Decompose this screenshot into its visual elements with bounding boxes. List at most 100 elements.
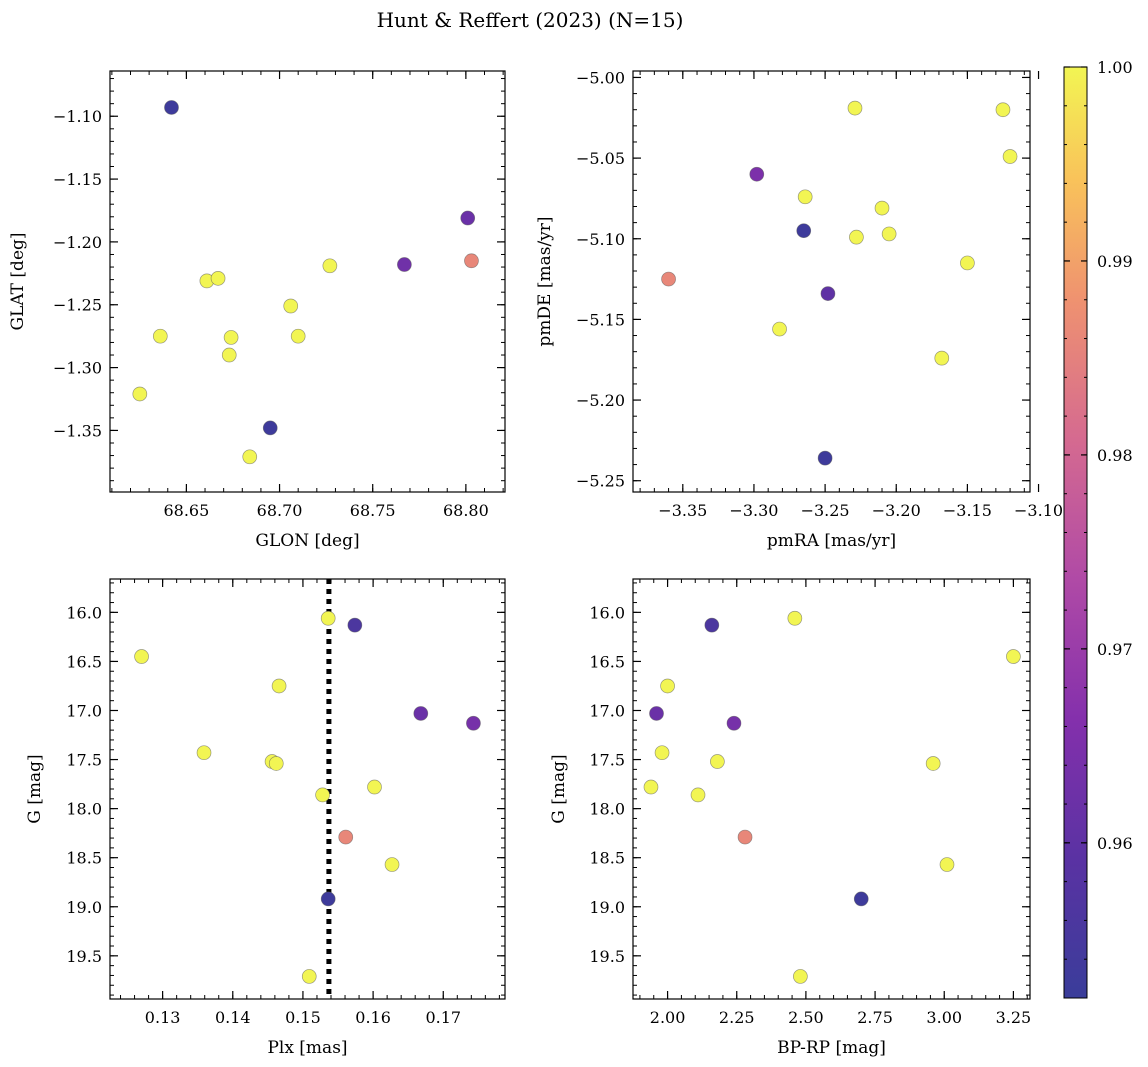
x-axis-label: pmRA [mas/yr] bbox=[767, 531, 896, 551]
data-point bbox=[242, 449, 258, 465]
data-point bbox=[320, 891, 336, 907]
x-tick-label: 2.75 bbox=[857, 1008, 893, 1027]
data-point bbox=[710, 754, 725, 769]
data-point bbox=[283, 298, 299, 314]
panel-plx-g: 0.13 0.14 0.15 0.16 0.17 16.0 16.5 17.0 17.5 18.0… bbox=[25, 578, 506, 1058]
data-point bbox=[704, 617, 720, 633]
y-tick-label: 17.5 bbox=[66, 751, 102, 770]
data-point bbox=[797, 189, 813, 205]
data-point bbox=[772, 321, 787, 337]
data-point bbox=[196, 745, 212, 761]
data-point bbox=[960, 255, 975, 271]
data-point bbox=[749, 166, 765, 182]
data-point bbox=[397, 257, 412, 272]
data-point bbox=[654, 745, 670, 761]
x-tick-label: 0.14 bbox=[215, 1008, 251, 1027]
x-axis-label: Plx [mas] bbox=[267, 1038, 347, 1058]
x-tick-label: 2.00 bbox=[650, 1008, 686, 1027]
data-point bbox=[262, 420, 278, 436]
x-tick-label: 3.00 bbox=[926, 1008, 962, 1027]
y-tick-label: −1.10 bbox=[53, 107, 102, 126]
figure-title: Hunt & Reffert (2023) (N=15) bbox=[377, 8, 684, 32]
axes-frame bbox=[109, 70, 506, 493]
y-tick-label: 16.5 bbox=[66, 652, 102, 671]
data-point bbox=[315, 787, 330, 803]
x-tick-label: −3.15 bbox=[943, 501, 992, 520]
colorbar: 0.96 0.97 0.98 0.99 1.00 bbox=[1063, 58, 1133, 999]
x-tick-label: −3.10 bbox=[1014, 501, 1063, 520]
data-point bbox=[787, 610, 803, 626]
data-point bbox=[817, 450, 833, 466]
y-tick-label: 18.5 bbox=[66, 849, 102, 868]
y-tick-label: 18.0 bbox=[589, 800, 625, 819]
data-point bbox=[847, 100, 863, 116]
y-tick-label: 18.5 bbox=[589, 849, 625, 868]
y-axis-label: G [mag] bbox=[549, 754, 569, 823]
y-tick-label: 19.5 bbox=[66, 947, 102, 966]
y-tick-label: 17.0 bbox=[589, 701, 625, 720]
x-tick-label: −3.35 bbox=[658, 501, 707, 520]
y-axis-label: GLAT [deg] bbox=[8, 232, 28, 330]
data-point bbox=[301, 969, 317, 984]
y-tick-label: 19.5 bbox=[589, 947, 625, 966]
x-tick-label: 0.16 bbox=[355, 1008, 391, 1027]
colorbar-tick-label: 1.00 bbox=[1097, 58, 1133, 77]
data-point bbox=[164, 100, 179, 115]
y-tick-label: −5.15 bbox=[576, 310, 625, 329]
data-point bbox=[271, 678, 287, 694]
x-tick-label: −3.20 bbox=[872, 501, 921, 520]
colorbar-tick-label: 0.96 bbox=[1097, 834, 1133, 853]
colorbar-tick-label: 0.98 bbox=[1097, 446, 1133, 465]
x-tick-label: 68.75 bbox=[350, 501, 396, 520]
data-point bbox=[793, 969, 808, 984]
axes-frame bbox=[632, 70, 1031, 493]
data-point bbox=[132, 386, 148, 402]
data-point bbox=[934, 350, 950, 366]
data-point bbox=[874, 200, 890, 216]
data-point bbox=[466, 715, 481, 731]
data-point bbox=[413, 706, 429, 721]
data-point bbox=[134, 649, 149, 664]
x-tick-label: 68.80 bbox=[443, 501, 489, 520]
panel-pmra-pmde: −3.35 −3.30 −3.25 −3.20 −3.15 −3.10 −5.00 −5.05… bbox=[535, 68, 1063, 551]
data-point bbox=[849, 229, 864, 245]
data-point bbox=[223, 330, 239, 345]
x-tick-label: 0.15 bbox=[285, 1008, 321, 1027]
y-tick-label: −1.20 bbox=[53, 233, 102, 252]
y-axis-label: pmDE [mas/yr] bbox=[535, 216, 555, 346]
y-tick-label: −1.15 bbox=[53, 170, 102, 189]
data-point bbox=[661, 271, 676, 287]
data-point bbox=[221, 347, 237, 363]
data-point bbox=[367, 779, 382, 795]
y-tick-label: −5.05 bbox=[576, 149, 625, 168]
data-point bbox=[995, 102, 1011, 118]
data-point bbox=[384, 857, 400, 872]
axes-frame bbox=[632, 578, 1031, 1000]
data-point bbox=[347, 617, 363, 633]
x-tick-label: 2.50 bbox=[788, 1008, 824, 1027]
x-tick-label: 2.25 bbox=[719, 1008, 755, 1027]
data-point bbox=[726, 715, 742, 731]
colorbar-gradient bbox=[1063, 66, 1088, 999]
data-point bbox=[737, 829, 753, 845]
data-point bbox=[152, 328, 168, 344]
y-tick-label: −1.30 bbox=[53, 359, 102, 378]
data-point bbox=[939, 857, 955, 872]
data-point bbox=[649, 706, 664, 721]
data-point bbox=[643, 779, 659, 795]
x-tick-label: 68.65 bbox=[163, 501, 209, 520]
data-point bbox=[925, 756, 941, 771]
x-tick-label: 0.17 bbox=[425, 1008, 461, 1027]
data-point bbox=[690, 787, 706, 803]
data-point bbox=[460, 210, 476, 226]
y-tick-label: 16.0 bbox=[66, 603, 102, 622]
data-point bbox=[210, 271, 226, 286]
y-tick-label: −1.35 bbox=[53, 421, 102, 440]
x-tick-label: 3.25 bbox=[996, 1008, 1032, 1027]
colorbar-tick-label: 0.97 bbox=[1097, 640, 1133, 659]
data-point bbox=[853, 891, 869, 907]
y-tick-label: 19.0 bbox=[66, 898, 102, 917]
data-point bbox=[322, 258, 338, 274]
y-tick-label: −5.20 bbox=[576, 391, 625, 410]
